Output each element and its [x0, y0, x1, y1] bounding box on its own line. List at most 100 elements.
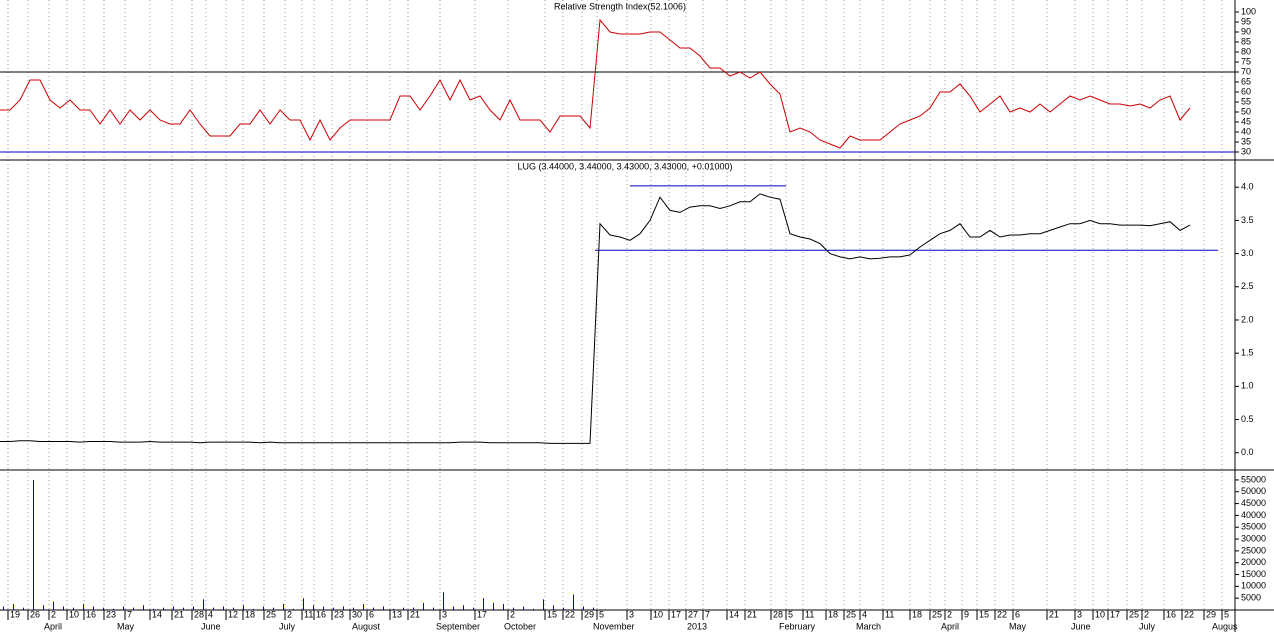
- volume-bar: [323, 606, 324, 610]
- volume-bar: [203, 599, 204, 610]
- x-date-label: 12: [228, 609, 238, 619]
- y-tick-label: 5000: [1241, 593, 1261, 603]
- x-date-label: 21: [174, 609, 184, 619]
- volume-bar: [353, 607, 354, 610]
- x-date-label: 29: [1206, 609, 1216, 619]
- x-date-label: 13: [392, 609, 402, 619]
- volume-bar: [413, 607, 414, 610]
- volume-bar: [253, 608, 254, 610]
- volume-bar: [223, 606, 224, 610]
- x-month-label: 2013: [687, 621, 707, 631]
- volume-bar: [503, 604, 504, 610]
- x-date-label: 10: [69, 609, 79, 619]
- x-month-label: August: [352, 621, 381, 631]
- volume-bar: [373, 607, 374, 610]
- volume-bar: [523, 606, 524, 610]
- volume-bar: [153, 608, 154, 610]
- y-tick-label: 65: [1241, 76, 1251, 86]
- volume-bar: [533, 608, 534, 610]
- y-tick-label: 55: [1241, 96, 1251, 106]
- y-tick-label: 0.0: [1241, 447, 1254, 457]
- x-date-label: 4: [208, 609, 213, 619]
- x-date-label: 2: [1144, 609, 1149, 619]
- x-date-label: 25: [932, 609, 942, 619]
- y-tick-label: 45: [1241, 116, 1251, 126]
- volume-bar: [83, 604, 84, 610]
- y-tick-label: 85: [1241, 36, 1251, 46]
- x-date-label: 16: [1166, 609, 1176, 619]
- x-date-label: 7: [705, 609, 710, 619]
- y-tick-label: 100: [1241, 6, 1256, 16]
- x-month-label: March: [856, 621, 881, 631]
- y-tick-label: 1.5: [1241, 348, 1254, 358]
- x-date-label: 27: [688, 609, 698, 619]
- x-month-label: February: [779, 621, 816, 631]
- x-date-label: 18: [912, 609, 922, 619]
- x-date-label: 25: [266, 609, 276, 619]
- x-month-label: June: [1071, 621, 1091, 631]
- x-month-label: June: [201, 621, 221, 631]
- x-date-label: 22: [565, 609, 575, 619]
- y-tick-label: 10000: [1241, 581, 1266, 591]
- volume-bar: [483, 598, 484, 610]
- y-tick-label: 30: [1241, 146, 1251, 156]
- y-tick-label: 45000: [1241, 498, 1266, 508]
- x-date-label: 2: [510, 609, 515, 619]
- y-tick-label: 50: [1241, 106, 1251, 116]
- volume-bar: [463, 605, 464, 610]
- volume-bar: [433, 607, 434, 610]
- y-tick-label: 25000: [1241, 545, 1266, 555]
- volume-bar: [423, 602, 424, 610]
- x-month-label: September: [436, 621, 480, 631]
- x-month-label: Augus: [1212, 621, 1238, 631]
- x-date-label: 21: [1049, 609, 1059, 619]
- x-date-label: 18: [245, 609, 255, 619]
- volume-bar: [213, 607, 214, 610]
- x-date-label: 2: [287, 609, 292, 619]
- y-tick-label: 75: [1241, 56, 1251, 66]
- line-series: [0, 193, 1191, 444]
- volume-bar: [183, 607, 184, 610]
- y-tick-label: 20000: [1241, 557, 1266, 567]
- x-date-label: 19: [10, 609, 20, 619]
- volume-bar: [133, 607, 134, 610]
- x-date-label: 5: [788, 609, 793, 619]
- volume-bar: [93, 606, 94, 610]
- x-date-label: 3: [442, 609, 447, 619]
- x-date-label: 17: [671, 609, 681, 619]
- x-date-label: 5: [1224, 609, 1229, 619]
- volume-bar: [193, 606, 194, 610]
- y-tick-label: 4.0: [1241, 182, 1254, 192]
- y-tick-label: 40000: [1241, 510, 1266, 520]
- x-date-label: 15: [547, 609, 557, 619]
- volume-bar: [313, 605, 314, 610]
- y-tick-label: 2.5: [1241, 281, 1254, 291]
- x-date-label: 15: [979, 609, 989, 619]
- volume-bar: [393, 608, 394, 610]
- volume-bar: [63, 606, 64, 610]
- volume-bar: [263, 606, 264, 610]
- x-date-label: 7: [127, 609, 132, 619]
- x-date-label: 25: [846, 609, 856, 619]
- volume-bar: [403, 607, 404, 610]
- volume-bar: [543, 599, 544, 610]
- y-tick-label: 60: [1241, 86, 1251, 96]
- x-date-label: 10: [1095, 609, 1105, 619]
- x-month-label: July: [279, 621, 296, 631]
- x-month-label: April: [44, 621, 62, 631]
- x-month-label: May: [1009, 621, 1027, 631]
- volume-bar: [163, 607, 164, 610]
- x-month-label: July: [1139, 621, 1156, 631]
- x-date-label: 14: [729, 609, 739, 619]
- volume-bar: [273, 607, 274, 610]
- volume-bar: [383, 606, 384, 610]
- volume-bar: [53, 601, 54, 610]
- volume-bar: [173, 606, 174, 610]
- volume-bar: [363, 604, 364, 610]
- x-month-label: October: [504, 621, 536, 631]
- volume-bar: [33, 479, 34, 610]
- x-date-label: 21: [410, 609, 420, 619]
- volume-bar: [553, 605, 554, 610]
- x-date-label: 26: [30, 609, 40, 619]
- x-month-label: November: [593, 621, 635, 631]
